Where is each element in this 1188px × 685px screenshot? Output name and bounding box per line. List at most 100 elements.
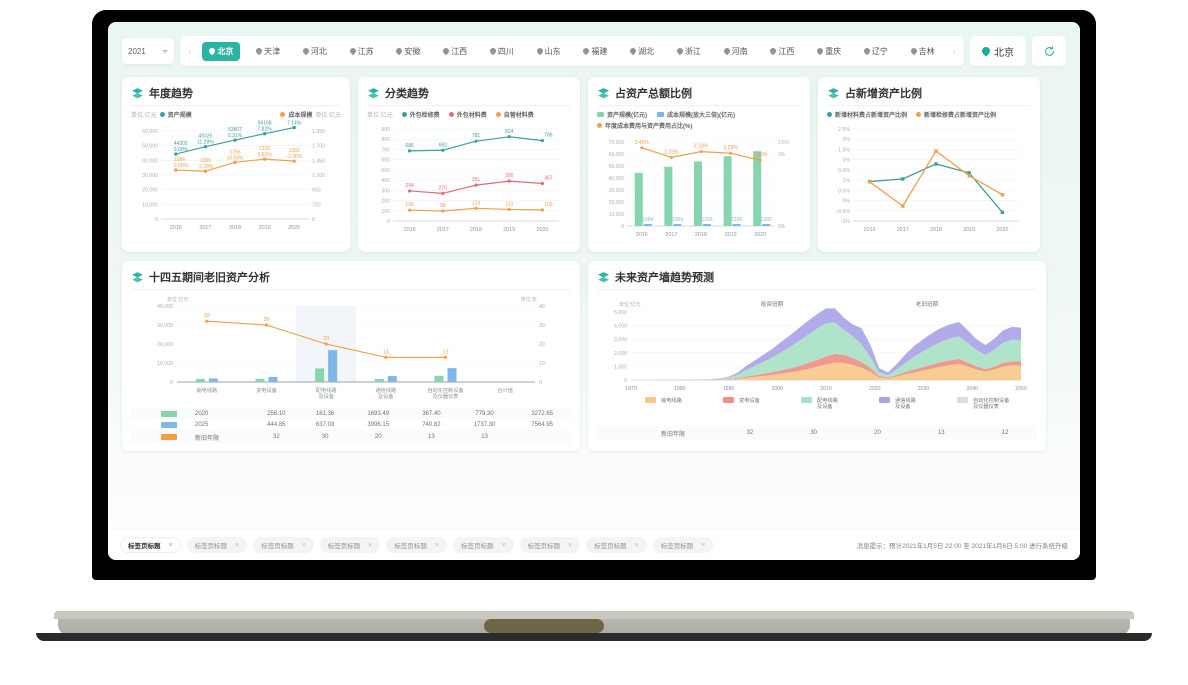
year-select[interactable]: 2021: [122, 38, 174, 64]
close-icon[interactable]: ×: [368, 541, 373, 549]
region-tab-浙江[interactable]: 浙江: [670, 42, 708, 61]
region-tab-吉林[interactable]: 吉林: [904, 42, 942, 61]
region-tab-湖北[interactable]: 湖北: [623, 42, 661, 61]
svg-text:2050: 2050: [1015, 386, 1027, 392]
tab-item[interactable]: 标签页标题 ×: [519, 537, 581, 553]
table-cell: [513, 430, 571, 444]
legend-new-asset-ratio: 新增材料费占新增资产比例 新增检修费占新增资产比例: [827, 110, 1031, 119]
close-icon[interactable]: ×: [434, 541, 439, 549]
region-tab-天津[interactable]: 天津: [249, 42, 287, 61]
card-title-text: 分类趋势: [385, 88, 429, 100]
card-title-text: 未来资产墙趋势预测: [615, 272, 714, 284]
region-tab-重庆[interactable]: 重庆: [810, 42, 848, 61]
region-tab-江西[interactable]: 江西: [763, 42, 801, 61]
region-tab-福建[interactable]: 福建: [576, 42, 614, 61]
tab-item[interactable]: 标签页标题 ×: [586, 537, 647, 553]
svg-text:1,450: 1,450: [312, 158, 325, 164]
card-annual-trend: 年度趋势 单位:亿元 资产规模 成本规模 单位:亿元: [122, 77, 350, 252]
region-list: 北京 天津 河北 江苏 安徽 江西 四川 山东 福建 湖北 浙江 河南 江西 重庆 辽宁 吉林: [198, 41, 946, 61]
tab-item[interactable]: 标签页标题 ×: [386, 537, 447, 553]
close-icon[interactable]: ×: [168, 541, 173, 549]
region-tab-label: 吉林: [918, 46, 935, 56]
tab-item[interactable]: 标签页标题 ×: [253, 537, 314, 553]
close-icon[interactable]: ×: [301, 541, 306, 549]
table-cell: 13: [481, 434, 488, 440]
region-tab-辽宁[interactable]: 辽宁: [857, 42, 895, 61]
card-title-new-asset-ratio: 占新增资产比例: [827, 85, 1031, 101]
card-title-text: 十四五期间老旧资产分析: [149, 272, 270, 284]
region-tab-江西[interactable]: 江西: [436, 42, 474, 61]
svg-text:2.5%: 2.5%: [778, 140, 790, 146]
table-cell: 20: [874, 430, 881, 436]
svg-text:30: 30: [539, 323, 545, 329]
tab-item[interactable]: 标签页标题 ×: [652, 537, 714, 553]
svg-text:2%: 2%: [778, 152, 786, 158]
table-cell: 32: [273, 434, 280, 440]
current-region-display[interactable]: 北京: [970, 36, 1026, 66]
region-tab-河北[interactable]: 河北: [296, 42, 334, 61]
card-old-asset-analysis: 十四五期间老旧资产分析 40,000 40 30,000 30 20,000 20 10,0…: [122, 261, 580, 451]
svg-text:输电线路: 输电线路: [661, 396, 683, 404]
svg-text:及仪器仪表: 及仪器仪表: [433, 392, 460, 400]
region-tab-四川[interactable]: 四川: [483, 42, 521, 61]
location-pin-icon: [395, 46, 404, 56]
table-cell: 779.30: [475, 410, 494, 417]
tab-label: 标签页标题: [394, 543, 427, 550]
region-prev-arrow[interactable]: ‹: [188, 46, 192, 56]
tab-label: 标签页标题: [527, 543, 561, 550]
svg-text:1256: 1256: [701, 217, 712, 223]
svg-text:62327: 62327: [287, 119, 301, 121]
legend-label-asset: 资产规模: [167, 113, 192, 119]
tab-item[interactable]: 标签页标题 ×: [120, 537, 181, 553]
laptop-trackpad-notch: [484, 619, 604, 633]
refresh-button[interactable]: [1032, 36, 1066, 66]
svg-text:10,000: 10,000: [142, 202, 158, 208]
region-tab-北京[interactable]: 北京: [202, 41, 241, 61]
tab-label: 标签页标题: [261, 543, 294, 550]
svg-text:1.5%: 1.5%: [838, 147, 850, 153]
close-icon[interactable]: ×: [501, 541, 506, 549]
hexagon-icon: [597, 271, 610, 284]
region-tab-江苏[interactable]: 江苏: [343, 42, 381, 61]
region-next-arrow[interactable]: ›: [952, 46, 956, 56]
svg-text:2.45%: 2.45%: [635, 140, 650, 146]
table-cell: 32: [746, 430, 754, 436]
svg-text:686: 686: [405, 143, 414, 149]
svg-text:30,000: 30,000: [609, 188, 625, 194]
region-tab-label: 河北: [310, 46, 327, 56]
close-icon[interactable]: ×: [701, 541, 706, 549]
svg-text:-2.28%: -2.28%: [197, 164, 213, 170]
svg-text:2.28%: 2.28%: [724, 145, 739, 151]
svg-text:1,700: 1,700: [312, 144, 325, 150]
region-tab-label: 安徽: [404, 46, 421, 56]
svg-text:2020: 2020: [536, 227, 548, 233]
svg-text:2,000: 2,000: [614, 351, 627, 357]
location-pin-icon: [254, 46, 264, 56]
close-icon[interactable]: ×: [634, 541, 639, 549]
tab-item[interactable]: 标签页标题 ×: [452, 537, 514, 553]
close-icon[interactable]: ×: [568, 541, 573, 549]
tab-item[interactable]: 标签页标题 ×: [186, 537, 248, 553]
svg-text:0: 0: [624, 378, 627, 384]
svg-text:单位:亿元: 单位:亿元: [167, 296, 188, 303]
card-asset-ratio: 占资产总额比例 资产规模(亿元) 成本规模(放大三倍)(亿元): [588, 77, 810, 252]
svg-text:0.00%: 0.00%: [174, 163, 189, 169]
region-tab-河南[interactable]: 河南: [717, 42, 755, 61]
card-new-asset-ratio: 占新增资产比例 新增材料费占新增资产比例 新增检修费占新增资产比例 2.5% 2%…: [818, 77, 1040, 252]
svg-text:-0.5%: -0.5%: [836, 209, 850, 215]
svg-text:自动化控制设备: 自动化控制设备: [427, 386, 464, 394]
region-tab-label: 山东: [544, 46, 561, 56]
tab-item[interactable]: 标签页标题 ×: [319, 537, 381, 553]
legend-swatch-asset-scale: [597, 112, 604, 117]
svg-text:1%: 1%: [843, 178, 851, 184]
region-tab-山东[interactable]: 山东: [530, 42, 568, 61]
svg-text:30,000: 30,000: [157, 323, 173, 329]
close-icon[interactable]: ×: [235, 541, 240, 549]
svg-text:60,000: 60,000: [142, 129, 158, 135]
svg-text:0: 0: [170, 380, 173, 386]
region-tab-安徽[interactable]: 安徽: [389, 42, 427, 61]
svg-text:600: 600: [381, 158, 390, 164]
svg-text:294: 294: [405, 183, 414, 189]
svg-text:2.33%: 2.33%: [694, 144, 709, 150]
